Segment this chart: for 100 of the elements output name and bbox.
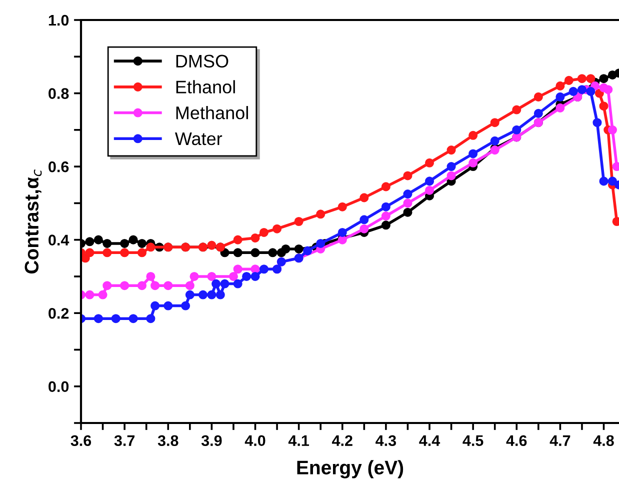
point [185,290,194,300]
legend-label: Water [174,132,222,146]
y-tick-label: 0.8 [48,88,69,99]
y-tick-label: 1.0 [48,14,69,26]
point [468,158,478,168]
point [220,279,230,288]
x-tick-label: 4.4 [419,435,440,446]
point [512,105,522,114]
point [85,248,94,258]
point [592,118,602,128]
point [424,186,434,195]
point [512,125,522,134]
x-tick-label: 3.7 [114,435,135,446]
point [338,228,347,238]
point [128,235,138,244]
y-tick-label: 0.4 [48,234,70,246]
point [316,238,326,248]
point [207,290,216,300]
point [120,248,130,258]
x-tick-label: 4.5 [462,435,484,446]
point [403,198,412,208]
point [212,279,221,288]
point [242,272,252,281]
point [316,210,326,219]
point [150,301,160,310]
point [233,235,242,244]
point [403,171,412,180]
x-tick-label: 4.8 [593,435,614,446]
point [137,238,146,248]
point [556,92,565,102]
point [446,171,456,180]
point [164,301,173,310]
point [94,314,103,324]
point [259,264,268,274]
point [207,240,216,250]
point [599,176,608,186]
point [268,248,278,258]
point [424,176,434,186]
point [185,281,194,290]
point [446,146,456,155]
point [120,281,130,290]
y-tick-label: 0.0 [48,381,69,392]
point [599,74,608,84]
point [381,182,390,192]
point [190,272,199,281]
point [586,86,596,96]
point [556,81,565,90]
point [233,264,242,274]
point [164,281,173,290]
point [468,130,478,140]
point [207,272,216,281]
point [102,238,112,248]
legend-label: Ethanol [176,80,235,94]
point [608,125,617,134]
point [94,235,103,244]
y-tick-label: 0.2 [48,308,69,319]
point [216,290,225,300]
point [577,74,586,84]
point [281,244,290,254]
point [490,136,500,146]
point [233,279,242,288]
point [294,244,304,254]
point [146,242,156,252]
point [303,246,312,256]
point [577,85,586,94]
point [534,108,543,118]
point [556,103,565,112]
point [250,233,260,242]
point [272,224,282,234]
point [403,208,412,217]
point [250,272,260,281]
legend-label: DMSO [176,54,228,68]
point [111,314,120,324]
point [150,281,160,290]
point [604,85,613,94]
point [128,314,138,324]
x-tick-label: 4.7 [550,435,570,446]
point [102,248,112,258]
point [181,301,190,310]
point [381,211,390,221]
x-tick-label: 3.9 [201,435,222,446]
point [403,190,412,199]
point [137,248,146,258]
x-tick-label: 4.2 [332,435,352,446]
x-axis-title: Energy (eV) [297,460,404,478]
point [259,228,268,238]
point [446,162,456,172]
point [534,92,543,102]
point [608,176,617,186]
y-axis-title: Contrast,α$_{c}$ [24,170,42,274]
point [360,193,369,202]
point [599,102,608,111]
point [85,237,94,246]
point [250,248,260,258]
point [381,202,390,212]
point [338,202,347,212]
point [360,224,369,234]
point [198,290,208,300]
point [490,118,500,128]
point [586,74,596,84]
